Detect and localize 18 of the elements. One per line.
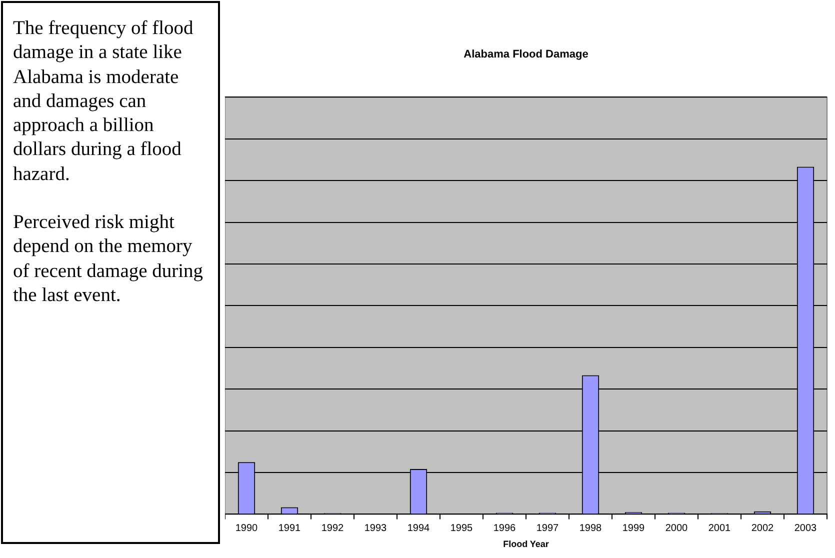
x-tick-label: 1995 bbox=[450, 522, 474, 534]
x-tick-label: 1992 bbox=[321, 522, 344, 534]
x-tick-label: 2001 bbox=[708, 522, 732, 534]
chart-title: Alabama Flood Damage bbox=[464, 48, 588, 61]
x-tick-label: 1997 bbox=[536, 522, 560, 534]
x-tick-label: 1996 bbox=[493, 522, 516, 534]
x-tick-label: 1998 bbox=[579, 522, 602, 534]
x-tick-label: 1999 bbox=[622, 522, 646, 534]
text: Perceived risk might depend on the memory of recent damage during the last event. bbox=[13, 211, 204, 308]
x-tick-label: 2000 bbox=[665, 522, 688, 534]
text: The frequency of flood damage in a state like Alabama is moderate and damages can approach a billion dollars during a flood hazard. bbox=[13, 17, 194, 187]
x-tick-label: 2003 bbox=[794, 522, 818, 534]
x-tick-label: 1991 bbox=[278, 522, 302, 534]
x-tick-label: 1993 bbox=[364, 522, 388, 534]
x-axis-title: Flood Year bbox=[503, 539, 550, 550]
x-tick-label: 1994 bbox=[407, 522, 430, 534]
x-tick-label: 1990 bbox=[235, 522, 258, 534]
x-tick-label: 2002 bbox=[751, 522, 774, 534]
